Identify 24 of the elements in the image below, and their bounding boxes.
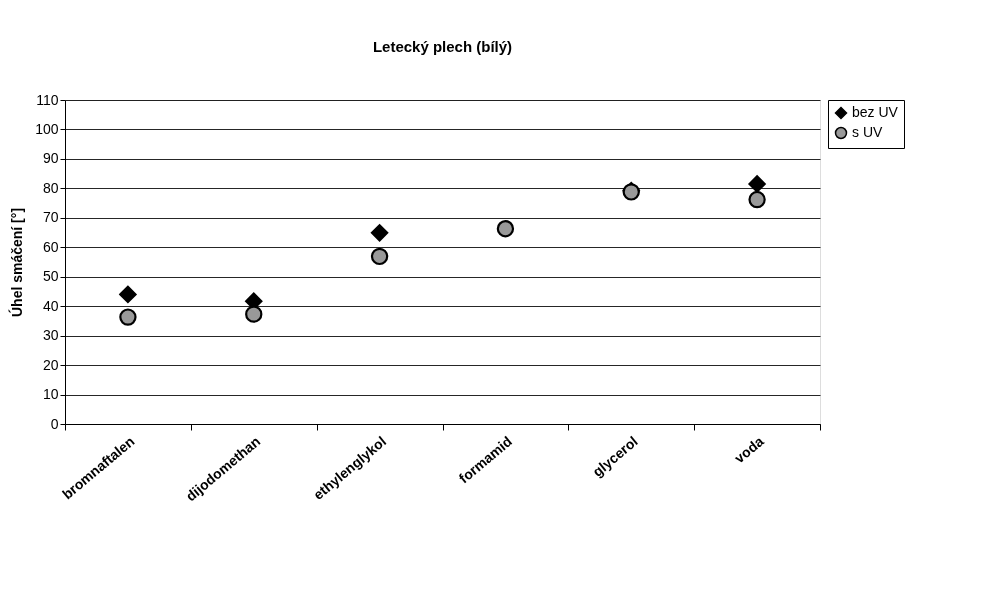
chart-title: Letecký plech (bílý) bbox=[372, 38, 513, 55]
legend-label: bez UV bbox=[852, 104, 899, 120]
point bbox=[245, 305, 263, 323]
point bbox=[748, 190, 766, 209]
y-tick-label: 40 bbox=[42, 297, 59, 314]
legend-label: s UV bbox=[852, 124, 883, 140]
y-tick-label: 10 bbox=[42, 386, 59, 403]
y-tick-label: 100 bbox=[35, 120, 59, 137]
point bbox=[496, 220, 515, 238]
y-tick-label: 90 bbox=[42, 150, 59, 167]
point bbox=[370, 224, 389, 242]
y-tick-label: 70 bbox=[42, 209, 59, 226]
y-tick-label: 30 bbox=[42, 327, 59, 344]
point bbox=[119, 285, 137, 304]
y-tick-label: 80 bbox=[42, 179, 59, 196]
point bbox=[370, 247, 389, 266]
point bbox=[119, 308, 137, 326]
point bbox=[748, 175, 766, 193]
y-tick-label: 0 bbox=[50, 415, 59, 432]
y-axis-title: Úhel smáčení [°] bbox=[8, 207, 26, 318]
y-tick-label: 110 bbox=[36, 91, 59, 108]
y-tick-label: 20 bbox=[42, 356, 59, 373]
y-tick-label: 50 bbox=[42, 268, 59, 285]
y-tick-label: 60 bbox=[42, 238, 59, 255]
